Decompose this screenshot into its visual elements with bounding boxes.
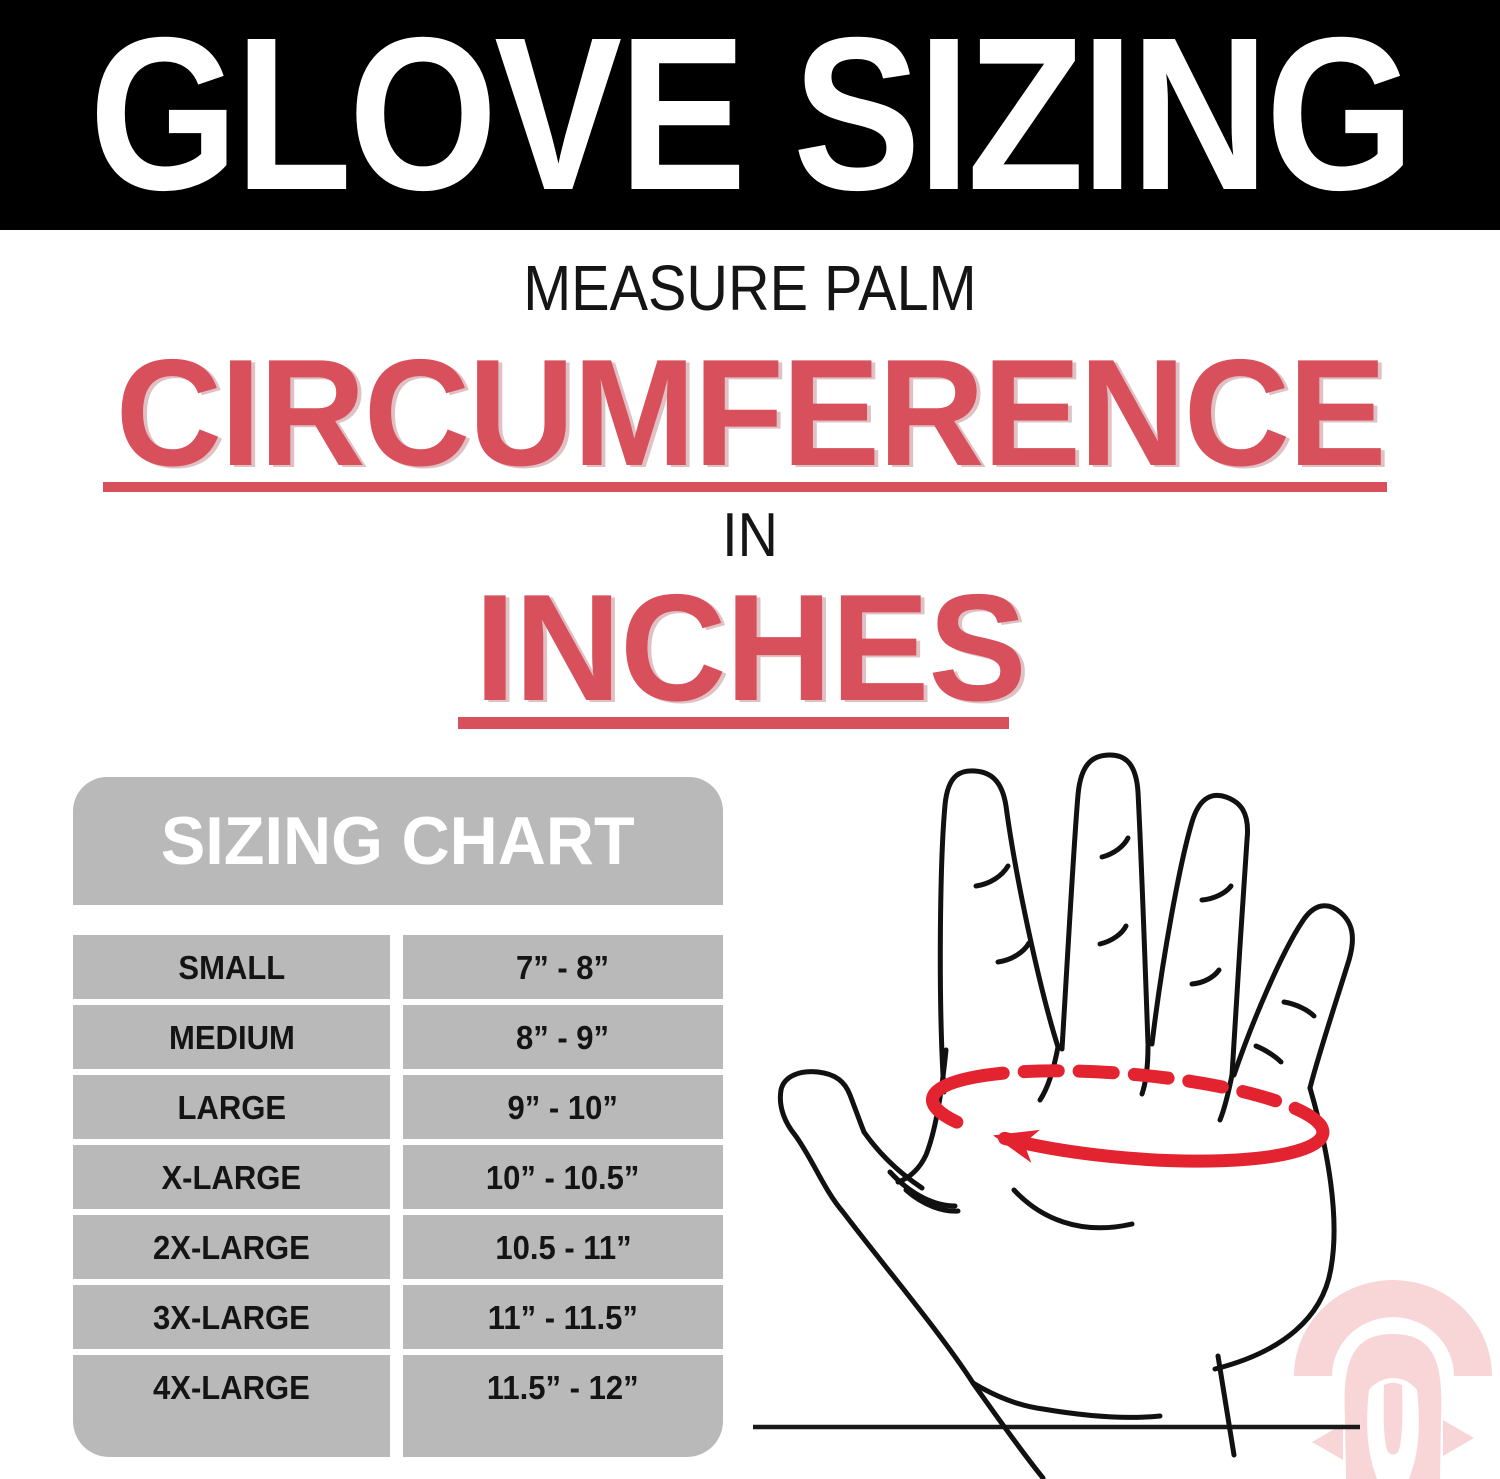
ellipse-left-cap <box>926 1071 977 1129</box>
spartan-helmet-watermark-icon <box>1294 1280 1492 1479</box>
subtitle-measure-palm: MEASURE PALM <box>523 252 977 324</box>
table-row-size: LARGE <box>73 1075 390 1139</box>
subtitle-in: IN <box>722 501 778 570</box>
hand-illustration-svg <box>753 752 1492 1479</box>
table-row-size: SMALL <box>73 935 390 999</box>
hand-outline <box>777 752 1355 1479</box>
title-banner: GLOVE SIZING <box>0 0 1500 230</box>
sizing-chart-header: SIZING CHART <box>73 777 723 905</box>
table-row-range: 8” - 9” <box>403 1005 723 1069</box>
table-row-size: X-LARGE <box>73 1145 390 1209</box>
red-underline-inches <box>458 717 1009 729</box>
ellipse-solid-bottom-arrow <box>992 1119 1330 1168</box>
table-row-range: 11” - 11.5” <box>403 1285 723 1349</box>
page-title: GLOVE SIZING <box>88 0 1415 236</box>
table-row-size: 2X-LARGE <box>73 1215 390 1279</box>
table-row-size: 3X-LARGE <box>73 1285 390 1349</box>
table-row-size: 4X-LARGE <box>73 1355 390 1457</box>
table-row-range: 9” - 10” <box>403 1075 723 1139</box>
ellipse-dashed-top <box>963 1064 1328 1133</box>
table-row-range: 11.5” - 12” <box>403 1355 723 1457</box>
table-row-range: 10” - 10.5” <box>403 1145 723 1209</box>
subtitle-circumference: CIRCUMFERENCE <box>115 328 1386 498</box>
table-row-range: 10.5 - 11” <box>403 1215 723 1279</box>
table-row-size: MEDIUM <box>73 1005 390 1069</box>
red-underline-circumference <box>103 482 1387 492</box>
hand-palm-illustration <box>740 740 1500 1479</box>
measuring-tape-ellipse <box>926 1064 1330 1168</box>
subtitle-inches: INCHES <box>474 563 1026 733</box>
table-row-range: 7” - 8” <box>403 935 723 999</box>
